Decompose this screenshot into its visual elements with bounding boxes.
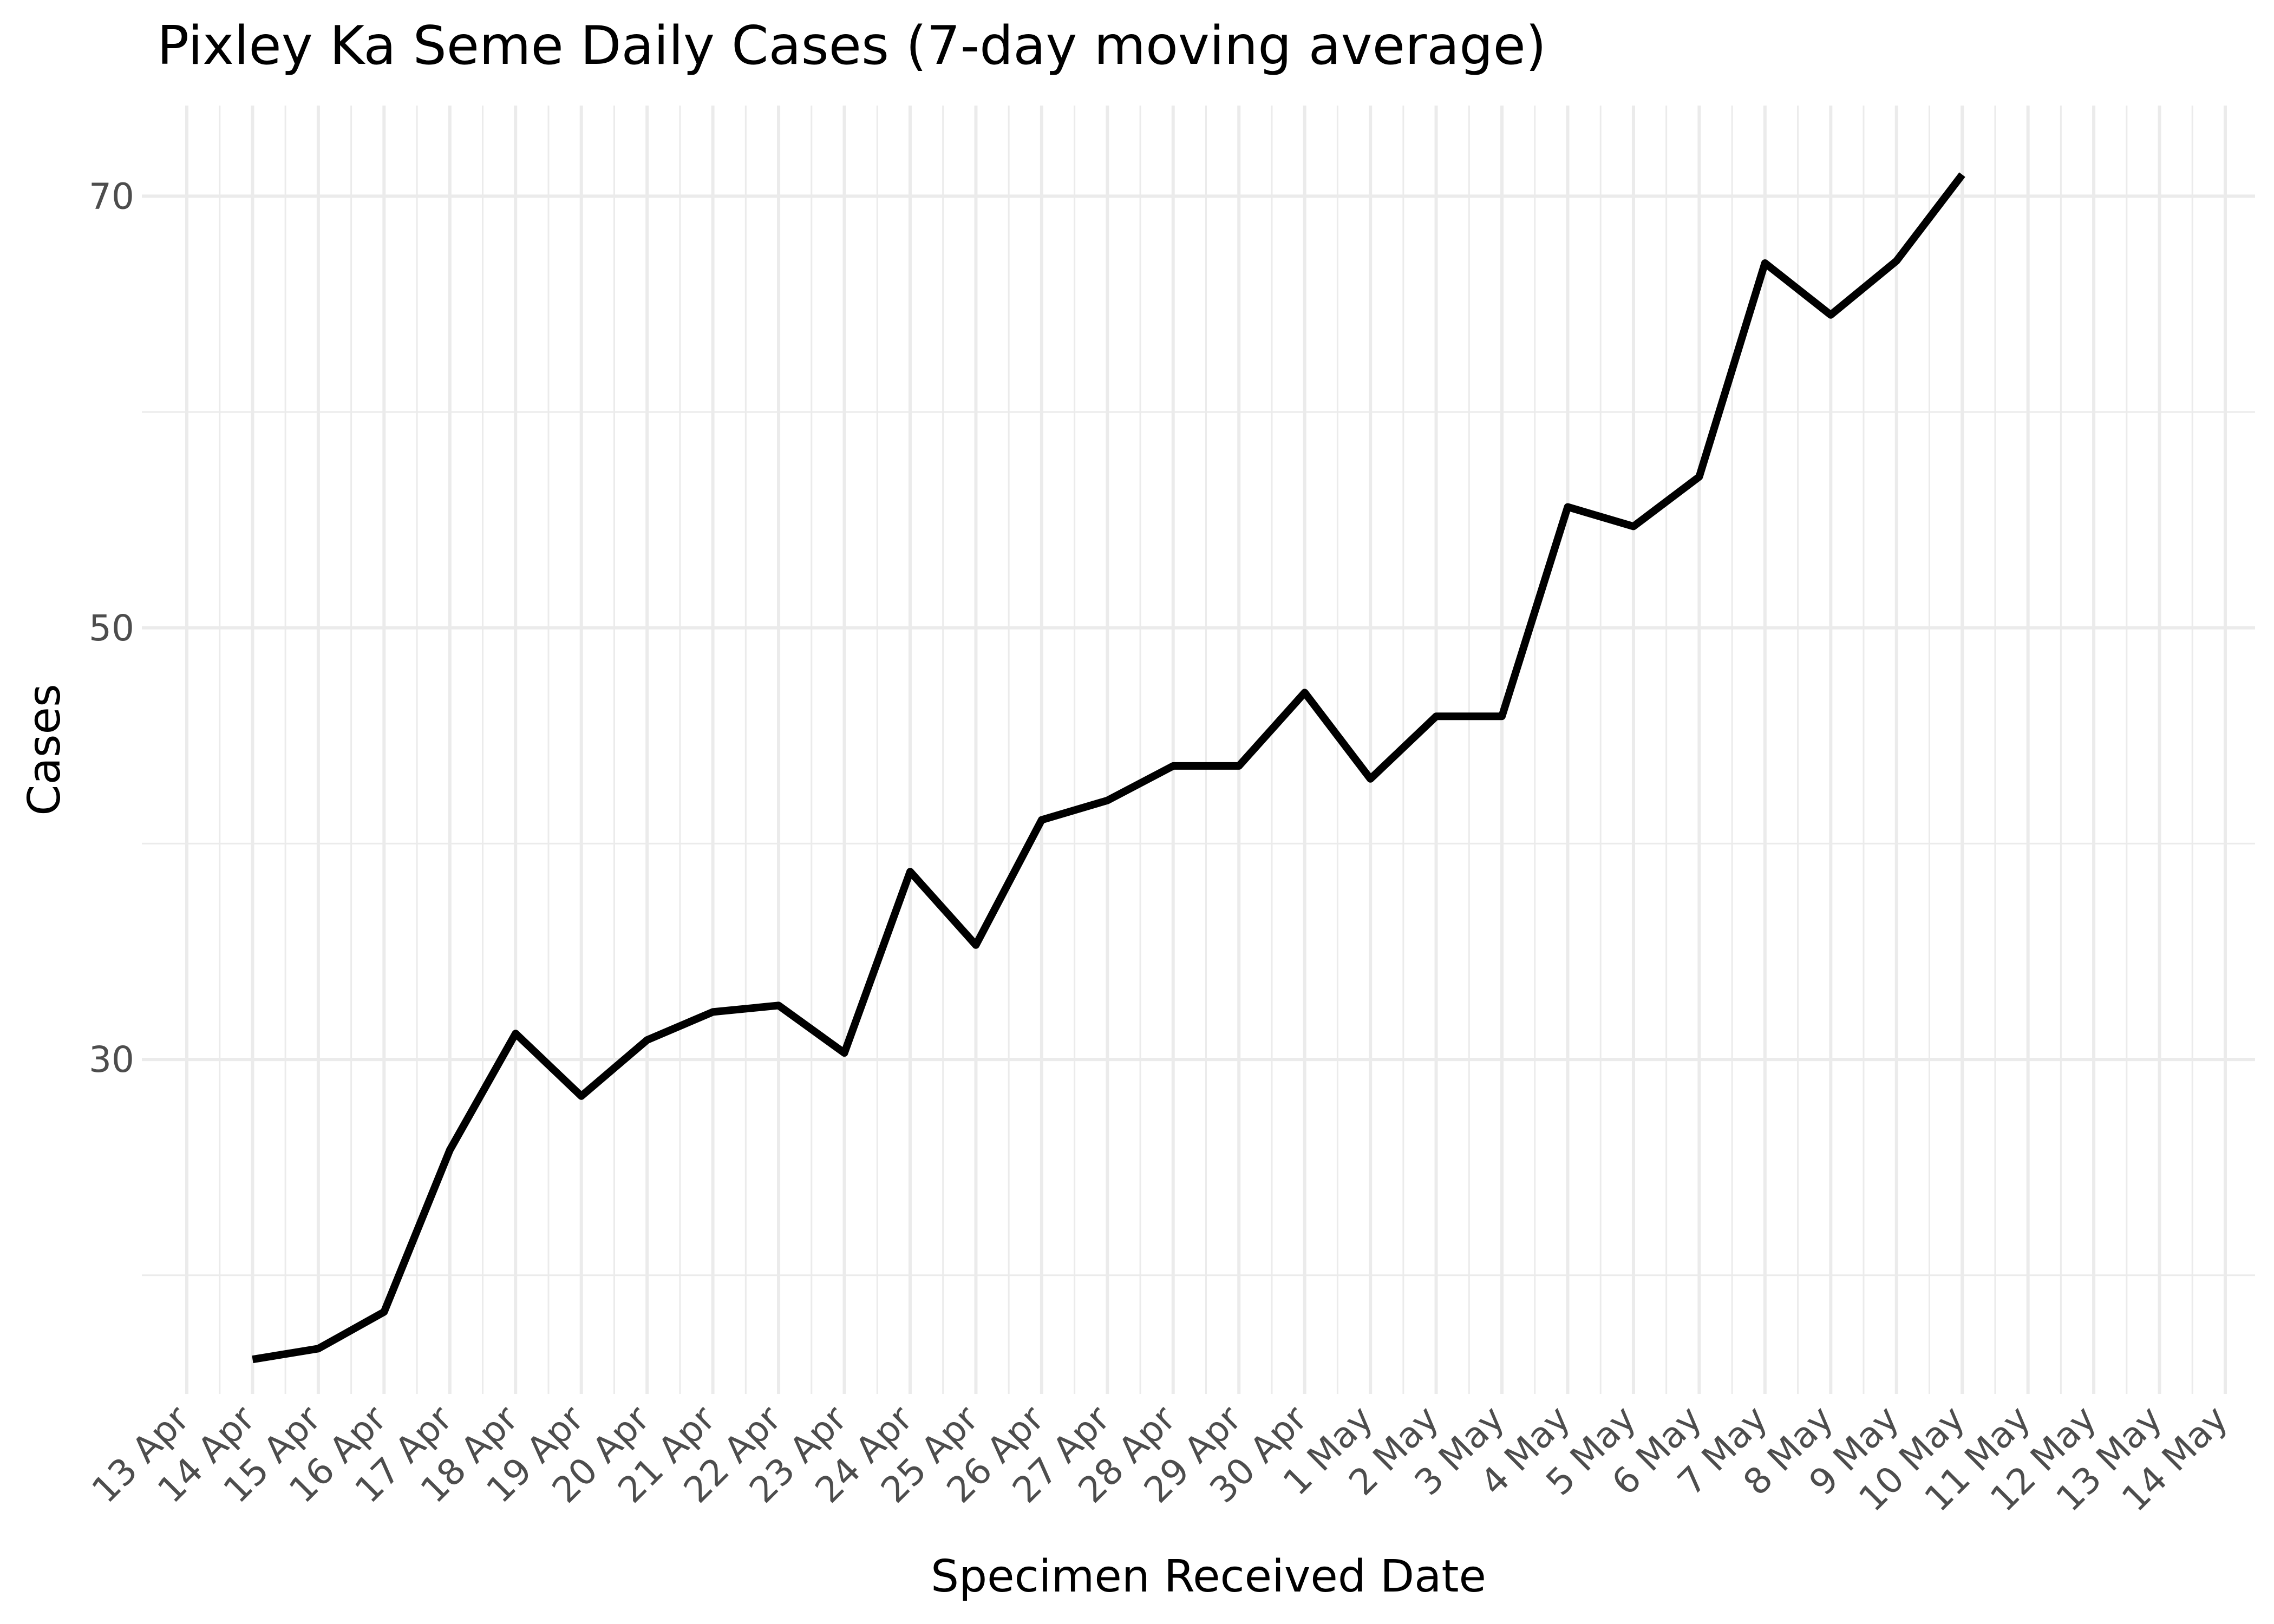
- series-layer: [252, 172, 1965, 1364]
- y-tick-label: 50: [89, 607, 134, 649]
- y-axis-ticks: 30 50 70: [89, 175, 134, 1081]
- chart-title: Pixley Ka Seme Daily Cases (7-day moving…: [157, 15, 1546, 77]
- y-axis-title: Cases: [19, 684, 70, 815]
- y-tick-label: 30: [89, 1039, 134, 1081]
- grid-lines: [142, 106, 2255, 1394]
- series-line: [252, 172, 1965, 1364]
- x-axis-title: Specimen Received Date: [931, 1551, 1486, 1602]
- y-tick-label: 70: [89, 175, 134, 217]
